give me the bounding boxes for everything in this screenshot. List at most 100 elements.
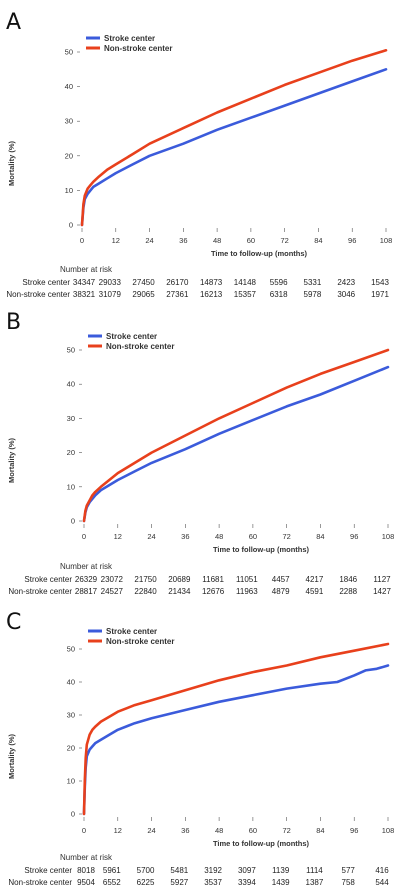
x-tick-label: 72 xyxy=(280,236,288,245)
legend-entry: Non-stroke center xyxy=(106,342,174,351)
x-tick-label: 60 xyxy=(247,236,255,245)
series-line-stroke-center xyxy=(80,68,388,227)
risk-value: 5961 xyxy=(103,866,121,875)
x-tick-label: 84 xyxy=(316,532,324,541)
y-tick-label: 40 xyxy=(67,678,75,687)
risk-value: 9504 xyxy=(77,878,95,887)
risk-value: 6225 xyxy=(137,878,155,887)
risk-value: 758 xyxy=(342,878,356,887)
x-tick-label: 12 xyxy=(114,532,122,541)
risk-value: 5331 xyxy=(304,278,322,287)
risk-value: 1846 xyxy=(339,575,357,584)
risk-value: 1127 xyxy=(373,575,391,584)
risk-value: 14873 xyxy=(200,278,223,287)
risk-value: 4591 xyxy=(306,587,324,596)
risk-value: 4217 xyxy=(306,575,324,584)
y-tick-label: 40 xyxy=(65,82,73,91)
risk-value: 28817 xyxy=(75,587,98,596)
legend-entry: Stroke center xyxy=(106,332,157,341)
x-tick-label: 12 xyxy=(112,236,120,245)
risk-value: 544 xyxy=(375,878,389,887)
risk-value: 6552 xyxy=(103,878,121,887)
legend-entry: Stroke center xyxy=(104,34,155,43)
x-tick-label: 36 xyxy=(181,532,189,541)
x-tick-label: 24 xyxy=(147,532,155,541)
risk-value: 2423 xyxy=(337,278,355,287)
risk-row-label: Non-stroke center xyxy=(8,878,72,887)
y-tick-label: 30 xyxy=(67,711,75,720)
risk-value: 1543 xyxy=(371,278,389,287)
risk-value: 34347 xyxy=(73,278,96,287)
risk-value: 577 xyxy=(342,866,356,875)
risk-value: 26170 xyxy=(166,278,189,287)
x-tick-label: 96 xyxy=(348,236,356,245)
risk-value: 3192 xyxy=(204,866,222,875)
x-tick-label: 36 xyxy=(179,236,187,245)
y-tick-label: 20 xyxy=(67,448,75,457)
x-tick-label: 108 xyxy=(382,532,395,541)
risk-value: 3537 xyxy=(204,878,222,887)
legend-entry: Non-stroke center xyxy=(106,637,174,646)
series-line-non-stroke-center xyxy=(82,642,390,816)
x-tick-label: 96 xyxy=(350,532,358,541)
x-axis-title: Time to follow-up (months) xyxy=(213,545,310,554)
chart-panel-b: B 0 10 20 30 40 50 0 12 24 36 48 60 72 84 96 108 Time to… xyxy=(0,298,405,596)
risk-value: 6318 xyxy=(270,290,288,299)
x-tick-label: 72 xyxy=(282,532,290,541)
risk-value: 29065 xyxy=(132,290,155,299)
risk-value: 5596 xyxy=(270,278,288,287)
chart-panel-a: A 0 10 20 30 40 50 0 12 24 36 48 60 72 84 96 108 Time to… xyxy=(0,0,405,299)
risk-value: 1387 xyxy=(306,878,324,887)
y-tick-label: 50 xyxy=(65,48,73,57)
risk-value: 14148 xyxy=(234,278,257,287)
x-tick-label: 24 xyxy=(147,826,155,835)
x-tick-label: 24 xyxy=(145,236,153,245)
risk-row-label: Stroke center xyxy=(24,866,72,875)
panel-label: A xyxy=(6,10,22,35)
y-tick-label: 40 xyxy=(67,380,75,389)
y-tick-label: 50 xyxy=(67,645,75,654)
x-tick-label: 60 xyxy=(249,532,257,541)
risk-value: 31079 xyxy=(99,290,122,299)
risk-value: 1139 xyxy=(272,866,290,875)
risk-value: 5481 xyxy=(170,866,188,875)
x-tick-label: 0 xyxy=(80,236,84,245)
risk-value: 27361 xyxy=(166,290,189,299)
x-tick-label: 84 xyxy=(316,826,324,835)
y-axis-title: Mortality (%) xyxy=(7,140,16,186)
x-tick-label: 60 xyxy=(249,826,257,835)
panel-label: C xyxy=(6,610,22,635)
y-tick-label: 10 xyxy=(67,482,75,491)
x-tick-label: 48 xyxy=(215,826,223,835)
x-tick-label: 84 xyxy=(314,236,322,245)
risk-value: 11051 xyxy=(236,575,258,584)
risk-value: 416 xyxy=(375,866,389,875)
y-axis-title: Mortality (%) xyxy=(7,733,16,779)
risk-value: 29033 xyxy=(99,278,122,287)
series-line-non-stroke-center xyxy=(80,48,388,227)
chart-panel-c: C 0 10 20 30 40 50 0 12 24 36 48 60 72 84 96 108 Time to… xyxy=(0,596,405,892)
risk-value: 1971 xyxy=(371,290,389,299)
risk-value: 11963 xyxy=(236,587,258,596)
risk-value: 12676 xyxy=(202,587,225,596)
risk-value: 24527 xyxy=(101,587,124,596)
x-axis-title: Time to follow-up (months) xyxy=(211,249,308,258)
series-line-stroke-center xyxy=(82,664,390,816)
y-tick-label: 0 xyxy=(71,810,75,819)
y-tick-label: 0 xyxy=(69,221,73,230)
chart-svg: 0 10 20 30 40 50 0 12 24 36 48 60 72 84 96 108 Time to f… xyxy=(7,332,395,596)
risk-value: 11681 xyxy=(202,575,224,584)
y-tick-label: 30 xyxy=(65,117,73,126)
risk-table-title: Number at risk xyxy=(60,265,113,274)
x-tick-label: 36 xyxy=(181,826,189,835)
x-tick-label: 96 xyxy=(350,826,358,835)
x-tick-label: 48 xyxy=(215,532,223,541)
risk-value: 5978 xyxy=(304,290,322,299)
risk-value: 15357 xyxy=(234,290,257,299)
risk-value: 8018 xyxy=(77,866,95,875)
risk-value: 4457 xyxy=(272,575,290,584)
risk-value: 38321 xyxy=(73,290,96,299)
risk-row-label: Non-stroke center xyxy=(8,587,72,596)
risk-value: 3097 xyxy=(238,866,256,875)
risk-value: 1439 xyxy=(272,878,290,887)
